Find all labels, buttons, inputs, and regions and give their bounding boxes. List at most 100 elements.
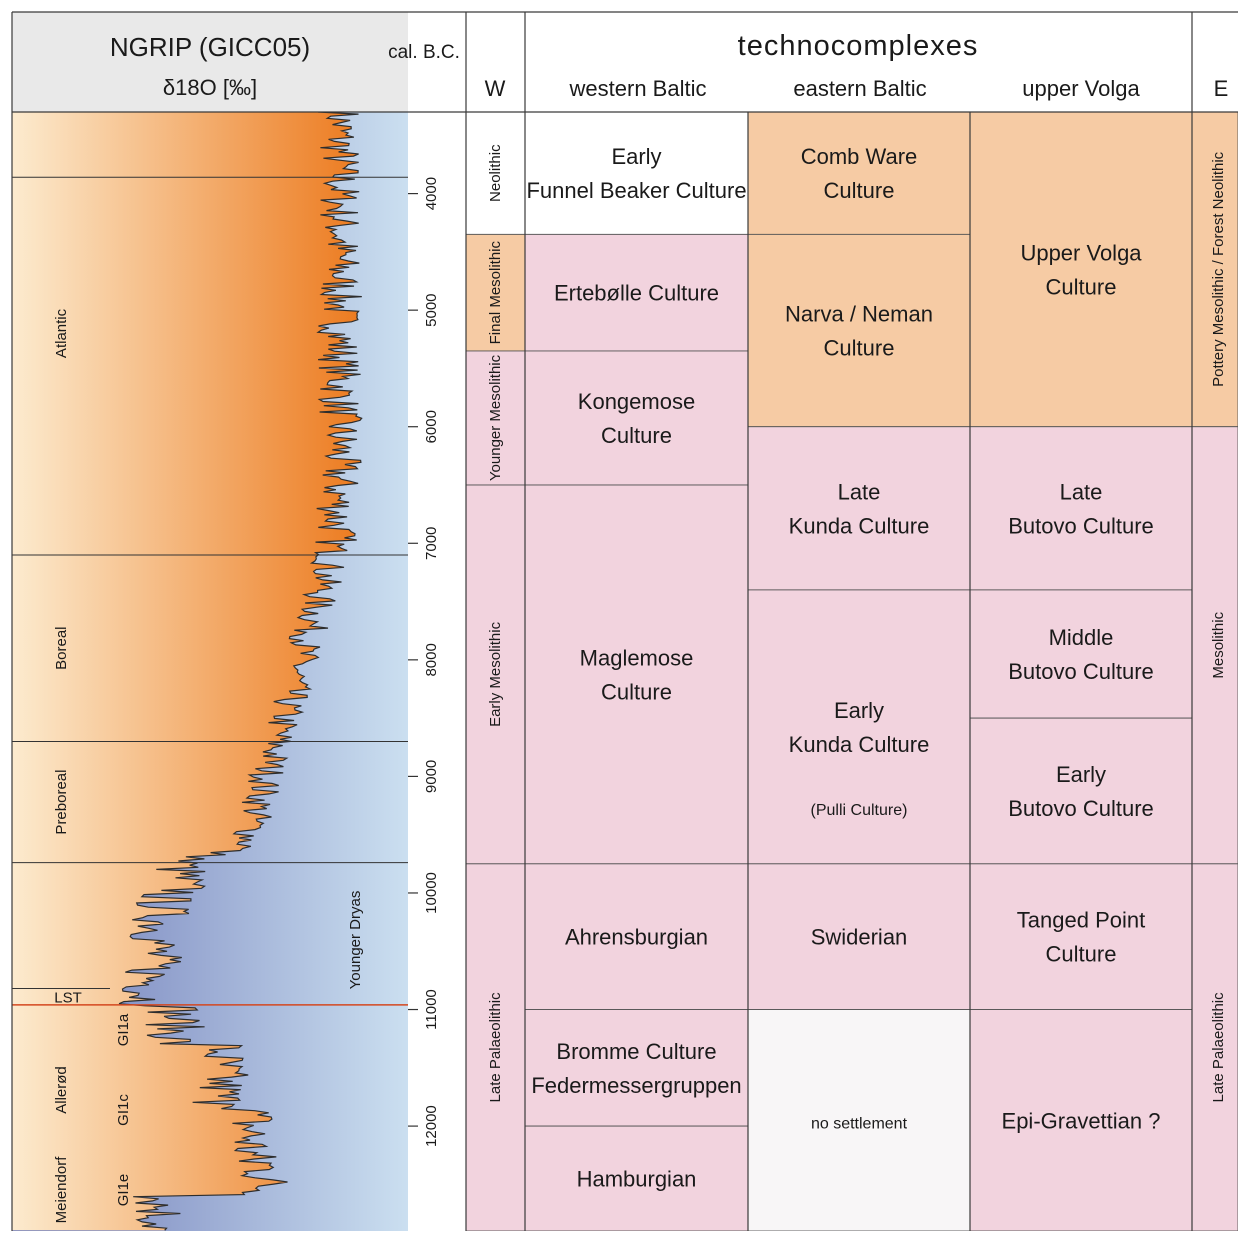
upper-volga-label: Butovo Culture <box>1008 796 1154 821</box>
pulli-culture-note: (Pulli Culture) <box>811 802 908 819</box>
e-period-label: Pottery Mesolithic / Forest Neolithic <box>1210 151 1227 387</box>
w-period-cell <box>465 350 526 486</box>
eastern-baltic-label: Early <box>834 698 884 723</box>
period-label-meiendorf: Meiendorf <box>53 1156 70 1224</box>
upper-volga-label: Epi-Gravettian ? <box>1002 1108 1161 1133</box>
age-axis-label: cal. B.C. <box>388 42 460 63</box>
climate-period-boundaries: Atlantic Boreal Preboreal Younger Dryas LST A… <box>12 176 408 1224</box>
gi-label-gi1c: GI1c <box>115 1094 132 1126</box>
western-baltic-label: Bromme Culture <box>556 1039 716 1064</box>
western-baltic-label: Culture <box>601 679 672 704</box>
gi-label-gi1e: GI1e <box>115 1174 132 1207</box>
upper-volga-label: Butovo Culture <box>1008 513 1154 538</box>
upper-volga-label: Upper Volga <box>1020 240 1142 265</box>
upper-volga-label: Tanged Point <box>1017 908 1145 933</box>
upper-volga-cell <box>969 426 1193 591</box>
e-period-cell <box>1191 426 1238 865</box>
upper-volga-label: Butovo Culture <box>1008 659 1154 684</box>
upper-volga-label: Early <box>1056 762 1106 787</box>
western-baltic-cell <box>524 233 749 352</box>
ngrip-header-background <box>12 12 408 112</box>
age-tick-label: 7000 <box>423 527 440 560</box>
eastern-baltic-label: Culture <box>824 336 895 361</box>
eastern-baltic-label: Swiderian <box>811 925 908 950</box>
frame-lines <box>11 11 1238 1231</box>
w-period-label: Final Mesolithic <box>487 240 504 344</box>
delta18o-curve <box>118 112 363 1231</box>
western-baltic-label: Hamburgian <box>577 1167 697 1192</box>
w-period-label: Late Palaeolithic <box>487 992 504 1103</box>
period-label-atlantic: Atlantic <box>53 308 70 358</box>
western-baltic-cell <box>524 863 749 1010</box>
column-header-western-baltic: western Baltic <box>569 76 707 101</box>
western-baltic-label: Kongemose <box>578 389 695 414</box>
eastern-baltic-cell <box>747 426 971 591</box>
column-header-upper-volga: upper Volga <box>1022 76 1140 101</box>
western-baltic-cell <box>524 350 749 486</box>
e-period-cell <box>1191 111 1238 428</box>
eastern-baltic-cell <box>747 1009 971 1232</box>
w-period-cell <box>465 111 526 235</box>
gi-label-gi1a: GI1a <box>115 1013 132 1046</box>
eastern-baltic-label: no settlement <box>811 1115 908 1132</box>
period-label-boreal: Boreal <box>53 627 70 670</box>
column-header-eastern-baltic: eastern Baltic <box>793 76 926 101</box>
upper-volga-cell <box>969 863 1193 1010</box>
ngrip-title: NGRIP (GICC05) <box>110 32 310 62</box>
column-header-e: E <box>1214 76 1229 101</box>
western-baltic-cell <box>524 484 749 865</box>
western-baltic-cell <box>524 111 749 235</box>
upper-volga-cell <box>969 717 1193 865</box>
age-tick-label: 6000 <box>423 410 440 443</box>
western-baltic-label: Maglemose <box>580 645 694 670</box>
eastern-baltic-label: Narva / Neman <box>785 302 933 327</box>
technocomplexes-title: technocomplexes <box>738 30 979 62</box>
age-tick-label: 10000 <box>423 872 440 914</box>
age-tick-label: 12000 <box>423 1105 440 1147</box>
eastern-baltic-label: Kunda Culture <box>789 513 930 538</box>
eastern-baltic-label: Culture <box>824 178 895 203</box>
upper-volga-label: Culture <box>1046 274 1117 299</box>
e-period-label: Mesolithic <box>1210 611 1227 678</box>
upper-volga-cell <box>969 111 1193 428</box>
upper-volga-label: Culture <box>1046 942 1117 967</box>
age-tick-label: 4000 <box>423 177 440 210</box>
age-axis: 4000 5000 6000 7000 8000 9000 10000 11000 12000 <box>408 177 440 1147</box>
w-period-label: Younger Mesolithic <box>487 354 504 481</box>
western-baltic-label: Funnel Beaker Culture <box>526 178 746 203</box>
ngrip-plot <box>12 112 408 1231</box>
w-period-cell <box>465 233 526 352</box>
upper-volga-label: Middle <box>1049 625 1114 650</box>
age-tick-label: 8000 <box>423 643 440 676</box>
delta18o-warm-area <box>12 112 362 1231</box>
age-tick-label: 11000 <box>423 989 440 1030</box>
period-label-aller-d: Allerød <box>53 1066 70 1114</box>
eastern-baltic-label: Kunda Culture <box>789 732 930 757</box>
western-baltic-label: Ahrensburgian <box>565 925 708 950</box>
western-baltic-label: Culture <box>601 423 672 448</box>
ngrip-subtitle: δ18O [‰] <box>163 75 257 100</box>
w-period-label: Early Mesolithic <box>487 621 504 727</box>
western-baltic-label: Ertebølle Culture <box>554 281 719 306</box>
western-baltic-label: Federmessergruppen <box>531 1073 741 1098</box>
column-header-w: W <box>485 76 506 101</box>
western-baltic-label: Early <box>611 144 661 169</box>
eastern-baltic-cell <box>747 233 971 428</box>
eastern-baltic-label: Comb Ware <box>801 144 918 169</box>
w-period-cell <box>465 863 526 1232</box>
period-label-lst: LST <box>54 990 82 1007</box>
age-tick-label: 9000 <box>423 760 440 793</box>
eastern-baltic-label: Late <box>838 479 881 504</box>
upper-volga-label: Late <box>1060 479 1103 504</box>
eastern-baltic-cell <box>747 111 971 235</box>
upper-volga-cell <box>969 589 1193 719</box>
w-period-cell <box>465 484 526 865</box>
period-label-preboreal: Preboreal <box>53 770 70 835</box>
e-period-label: Late Palaeolithic <box>1210 992 1227 1103</box>
w-period-label: Neolithic <box>487 144 504 202</box>
culture-cells: Early Funnel Beaker Culture Ertebølle Cult… <box>465 111 1238 1232</box>
western-baltic-cell <box>524 1009 749 1127</box>
upper-volga-cell <box>969 1009 1193 1232</box>
